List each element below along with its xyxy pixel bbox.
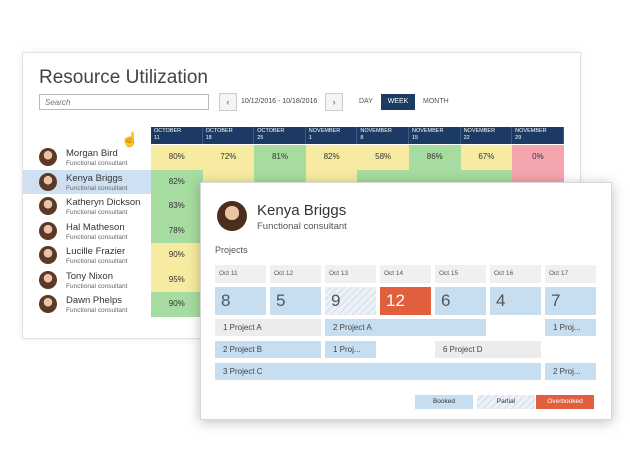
avatar <box>217 201 247 231</box>
day-label: Oct 14 <box>380 265 431 283</box>
person-name: Morgan Bird <box>66 148 118 159</box>
person-role: Functional consultant <box>66 307 128 314</box>
week-header-cell: NOVEMBER 22 <box>460 127 513 144</box>
hand-cursor-icon: ☝ <box>121 131 139 147</box>
day-label: Oct 13 <box>325 265 376 283</box>
utilization-cell[interactable]: 67% <box>460 145 513 170</box>
person-role: Functional consultant <box>66 184 128 192</box>
utilization-cell[interactable]: 82% <box>305 145 358 170</box>
week-header-cell: NOVEMBER 8 <box>357 127 409 144</box>
page-title: Resource Utilization <box>39 67 208 88</box>
avatar <box>39 295 57 313</box>
day-label: Oct 11 <box>215 265 266 283</box>
legend-booked: Booked <box>415 395 473 409</box>
day-count[interactable]: 8 <box>215 287 266 315</box>
project-bar[interactable]: 2 Proj... <box>545 363 596 380</box>
chevron-left-icon: ‹ <box>226 97 230 107</box>
week-header-cell: OCTOBER 18 <box>202 127 255 144</box>
week-header-cell: OCTOBER 11 <box>151 127 203 144</box>
week-header-cell: OCTOBER 25 <box>254 127 306 144</box>
person-role: Functional consultant <box>66 282 128 290</box>
chevron-right-icon: › <box>332 97 336 107</box>
person-role: Functional consultant <box>66 209 128 216</box>
legend-partial: Partial <box>477 395 535 409</box>
project-bar[interactable]: 3 Project C <box>215 363 541 380</box>
utilization-cell[interactable]: 78% <box>151 218 203 243</box>
day-count[interactable]: 5 <box>270 287 321 315</box>
utilization-cell[interactable]: 86% <box>408 145 461 170</box>
utilization-row: 80% 72% 81% 82% 58% 86% 67% 0% <box>151 145 564 170</box>
utilization-cell[interactable]: 82% <box>151 169 203 194</box>
day-label: Oct 17 <box>545 265 596 283</box>
day-count[interactable]: 6 <box>435 287 486 315</box>
day-label: Oct 15 <box>435 265 486 283</box>
person-row-selected[interactable]: Kenya Briggs Functional consultant <box>23 169 151 194</box>
day-count[interactable]: 12 <box>380 287 431 315</box>
person-name: Hal Matheson <box>66 221 125 233</box>
project-bar[interactable]: 2 Project B <box>215 341 321 358</box>
day-count[interactable]: 4 <box>490 287 541 315</box>
previous-week-button[interactable]: ‹ <box>219 93 237 111</box>
utilization-cell[interactable]: 90% <box>151 292 203 317</box>
person-name: Kenya Briggs <box>66 172 123 184</box>
day-label: Oct 16 <box>490 265 541 283</box>
avatar <box>39 221 57 240</box>
day-label: Oct 12 <box>270 265 321 283</box>
person-role: Functional consultant <box>66 160 128 167</box>
date-range-label: 10/12/2016 - 10/18/2016 <box>241 98 318 105</box>
utilization-cell[interactable]: 90% <box>151 243 203 268</box>
person-name: Tony Nixon <box>66 270 113 282</box>
day-header: Oct 11 Oct 12 Oct 13 Oct 14 Oct 15 Oct 1… <box>215 265 596 283</box>
avatar <box>39 172 57 191</box>
utilization-cell[interactable]: 0% <box>512 145 564 170</box>
people-list: Morgan Bird Functional consultant Kenya B… <box>23 145 151 317</box>
next-week-button[interactable]: › <box>325 93 343 111</box>
person-row[interactable]: Lucille Frazier Functional consultant <box>23 243 151 268</box>
week-header-cell: NOVEMBER 15 <box>408 127 461 144</box>
person-row[interactable]: Morgan Bird Functional consultant <box>23 145 151 170</box>
project-bar[interactable]: 2 Project A <box>325 319 486 336</box>
avatar <box>39 270 57 289</box>
person-row[interactable]: Dawn Phelps Functional consultant <box>23 292 151 317</box>
utilization-cell[interactable]: 81% <box>254 145 306 170</box>
view-week-button[interactable]: WEEK <box>381 94 415 110</box>
legend-overbooked: Overbooked <box>536 395 594 409</box>
project-bar[interactable]: 1 Proj... <box>545 319 596 336</box>
person-name: Lucille Frazier <box>66 246 126 257</box>
person-name: Katheryn Dickson <box>66 197 141 208</box>
project-bar[interactable]: 1 Project A <box>215 319 321 336</box>
search-input[interactable] <box>39 94 209 110</box>
card-person-name: Kenya Briggs <box>257 202 347 219</box>
person-name: Dawn Phelps <box>66 295 122 306</box>
view-month-button[interactable]: MONTH <box>423 98 449 105</box>
utilization-cell[interactable]: 80% <box>151 145 203 170</box>
avatar <box>39 197 57 215</box>
project-bar[interactable]: 6 Project D <box>435 341 541 358</box>
person-role: Functional consultant <box>66 233 128 241</box>
week-header-cell: NOVEMBER 29 <box>512 127 564 144</box>
week-header-cell: NOVEMBER 1 <box>305 127 358 144</box>
day-count[interactable]: 7 <box>545 287 596 315</box>
projects-heading: Projects <box>215 245 248 255</box>
utilization-cell[interactable]: 58% <box>357 145 409 170</box>
avatar <box>39 148 57 166</box>
person-row[interactable]: Tony Nixon Functional consultant <box>23 268 151 293</box>
week-header: OCTOBER 11 OCTOBER 18 OCTOBER 25 NOVEMBER 1 … <box>151 127 564 144</box>
utilization-cell[interactable]: 72% <box>202 145 255 170</box>
person-detail-card: Kenya Briggs Functional consultant Proje… <box>200 182 612 420</box>
person-row[interactable]: Katheryn Dickson Functional consultant <box>23 194 151 219</box>
day-count[interactable]: 9 <box>325 287 376 315</box>
person-role: Functional consultant <box>66 258 128 265</box>
view-day-button[interactable]: DAY <box>359 98 373 105</box>
card-person-role: Functional consultant <box>257 221 347 232</box>
person-row[interactable]: Hal Matheson Functional consultant <box>23 219 151 244</box>
utilization-cell[interactable]: 83% <box>151 194 203 219</box>
day-counts: 8 5 9 12 6 4 7 <box>215 287 596 315</box>
project-bar[interactable]: 1 Proj... <box>325 341 376 358</box>
utilization-cell[interactable]: 95% <box>151 267 203 292</box>
avatar <box>39 246 57 264</box>
